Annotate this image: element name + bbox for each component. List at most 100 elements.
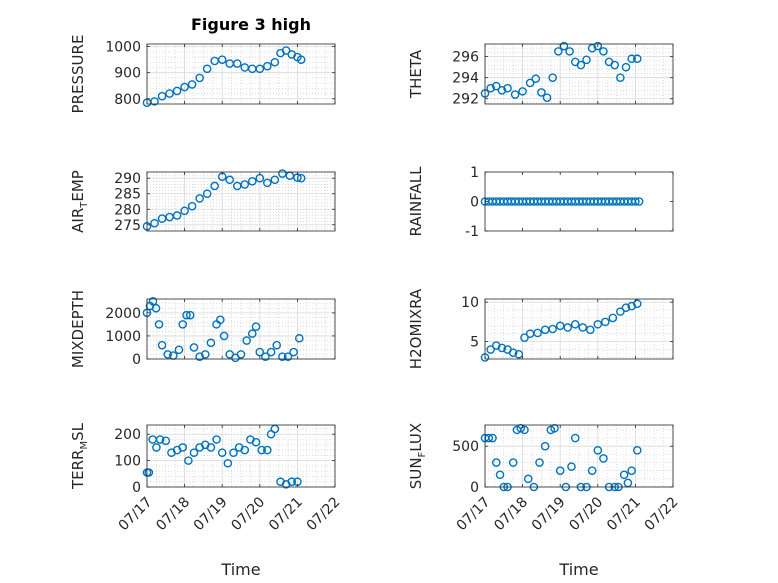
terr-msl-data-point — [240, 445, 250, 455]
air-temp-data-point — [180, 206, 189, 216]
h2omixra-data-point — [616, 307, 625, 316]
theta-major-grid — [484, 44, 674, 104]
mixdepth-data-point — [148, 297, 158, 306]
h2omixra-data-point — [563, 323, 573, 332]
terr-msl-data-point — [217, 448, 227, 458]
terr-msl-data-point — [184, 456, 193, 465]
h2omixra-ytick-label: 10 — [461, 295, 479, 311]
terr-msl-data-point — [251, 437, 261, 447]
terr-msl-data-point — [178, 443, 188, 452]
mixdepth-y-axis-label: MIXDEPTH — [69, 290, 87, 368]
h2omixra-data-point — [508, 348, 518, 357]
theta-ytick-label: 294 — [452, 71, 479, 87]
pressure-minor-grid — [146, 44, 336, 105]
terr-msl-data-point — [161, 436, 171, 446]
h2omixra-data-point — [520, 333, 529, 342]
mixdepth-data-point — [154, 320, 164, 329]
mixdepth-data-point — [185, 310, 195, 320]
h2omixra-data-point — [621, 303, 631, 312]
rainfall-y-axis-label: RAINFALL — [407, 166, 425, 237]
mixdepth-ytick-label: 1000 — [105, 329, 141, 345]
theta-data-point — [554, 47, 563, 56]
pressure-data-point — [217, 55, 227, 64]
air-temp-data-point — [150, 218, 159, 228]
sun-flux-data-point — [593, 445, 603, 455]
mixdepth-data-point — [182, 310, 191, 320]
theta-data-point — [542, 93, 552, 102]
theta-axes-frame — [484, 43, 674, 105]
terr-msl-data-point — [223, 458, 233, 468]
terr-msl-data-point — [144, 468, 154, 477]
terr-msl-data-point — [152, 443, 161, 452]
air-temp-ytick-label: 290 — [114, 171, 141, 187]
mixdepth-data-point — [242, 336, 251, 345]
h2omixra-data-point — [593, 319, 603, 329]
pressure-data-point — [157, 91, 167, 101]
pressure-axes-frame — [146, 43, 336, 105]
pressure-y-axis-label: PRESSURE — [69, 35, 87, 114]
theta-ytick-label: 296 — [452, 50, 479, 66]
theta-data-point — [525, 78, 535, 88]
air-temp-ytick-label: 285 — [114, 187, 141, 203]
mixdepth-data-point — [178, 320, 188, 329]
terr-msl-y-axis-label: TERRMSL — [69, 422, 90, 490]
sun-flux-data-point — [523, 474, 533, 484]
mixdepth-ytick-label: 0 — [132, 352, 141, 368]
panel-mixdepth: 0 1000 2000 MIXDEPTH — [69, 290, 336, 368]
panel-theta: 292 294 296 THETA — [407, 41, 674, 108]
sun-flux-data-point — [623, 478, 633, 488]
air-temp-data-point — [296, 173, 306, 183]
theta-data-point — [548, 73, 557, 82]
sun-flux-data-point — [619, 470, 629, 480]
air-temp-ytick-label: 280 — [114, 202, 141, 218]
theta-data-point — [503, 83, 512, 93]
theta-minor-grid — [484, 43, 674, 104]
theta-data-point — [510, 90, 520, 99]
rainfall-ytick-label: 0 — [470, 195, 479, 211]
pressure-data-point — [270, 57, 280, 67]
terr-msl-axes-frame — [146, 424, 336, 488]
air-temp-y-axis-label: AIRTEMP — [69, 170, 90, 233]
h2omixra-data-point — [486, 345, 495, 354]
air-temp-data-point — [263, 178, 272, 188]
pressure-data-point — [296, 55, 306, 64]
rainfall-data-point — [634, 197, 644, 206]
panel-rainfall: -1 0 1 RAINFALL — [407, 165, 674, 240]
air-temp-data-point — [270, 175, 280, 185]
h2omixra-data-point — [497, 343, 507, 353]
theta-y-axis-label: THETA — [407, 49, 425, 99]
theta-data-point — [587, 43, 597, 53]
air-temp-data-point — [247, 177, 257, 186]
theta-series — [480, 41, 642, 102]
pressure-data-point — [281, 46, 291, 55]
sun-flux-data-point — [632, 445, 642, 455]
terr-msl-ytick-label: 0 — [132, 480, 141, 496]
h2omixra-data-point — [578, 323, 588, 332]
mixdepth-data-point — [283, 352, 293, 361]
h2omixra-data-point — [514, 349, 524, 359]
figure-title: Figure 3 high — [191, 15, 311, 34]
pressure-data-point — [180, 82, 189, 92]
sun-flux-data-point — [495, 470, 505, 480]
mixdepth-data-point — [219, 331, 229, 341]
mixdepth-data-point — [163, 350, 172, 359]
sun-flux-ytick-label: 500 — [452, 439, 479, 455]
mixdepth-data-point — [189, 343, 199, 352]
air-temp-plot-area — [147, 172, 335, 231]
mixdepth-data-point — [206, 338, 216, 348]
pressure-data-point — [172, 86, 182, 96]
mixdepth-data-point — [272, 340, 282, 350]
sun-flux-y-axis-label: SUNFLUX — [407, 423, 428, 489]
mixdepth-data-point — [289, 347, 298, 357]
mixdepth-ytick-label: 2000 — [105, 306, 141, 322]
mixdepth-data-point — [174, 345, 184, 355]
mixdepth-data-point — [294, 333, 304, 343]
air-temp-ytick-label: 275 — [114, 218, 141, 234]
air-temp-data-point — [202, 189, 212, 199]
h2omixra-data-point — [548, 324, 557, 334]
h2omixra-series — [480, 299, 642, 362]
theta-data-point — [576, 60, 586, 70]
theta-data-point — [627, 54, 636, 64]
theta-data-point — [610, 60, 620, 70]
theta-data-point — [621, 62, 631, 72]
